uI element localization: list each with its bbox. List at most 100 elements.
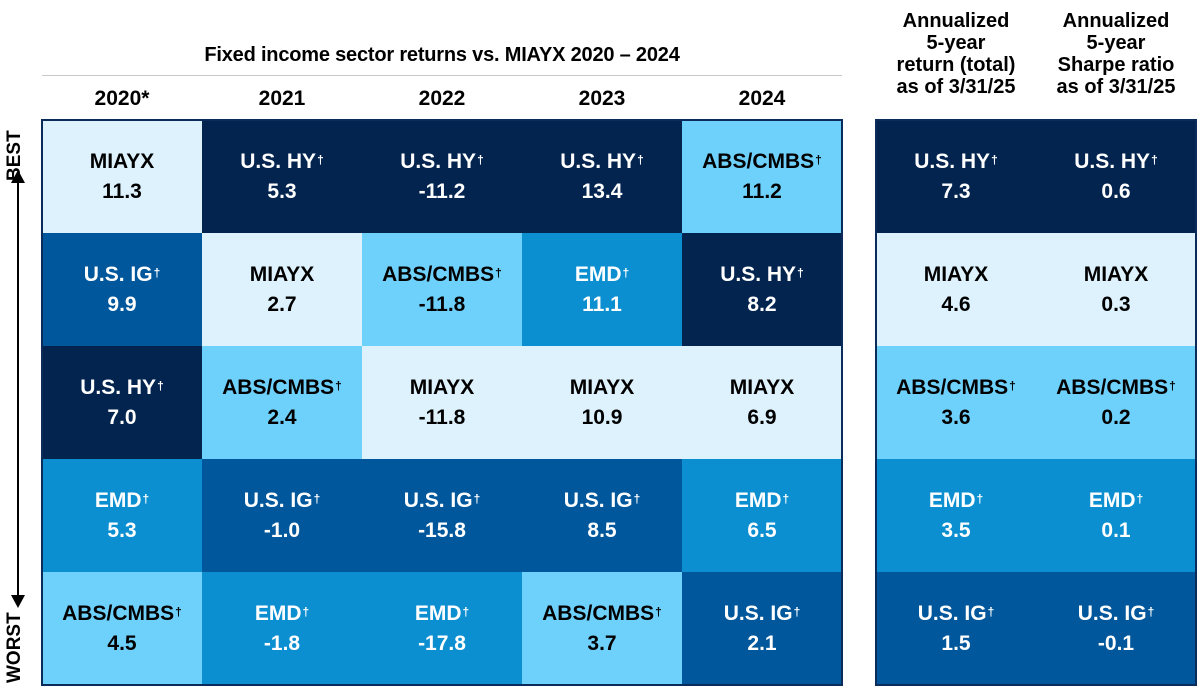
sector-name: EMD [94,488,142,512]
cell-value: 8.2 [747,292,777,316]
year-header: 2020* [94,87,150,110]
year-header: 2021 [258,87,306,110]
dagger-mark: † [302,604,310,619]
dagger-mark: † [477,152,484,167]
cell-value: 7.3 [941,179,971,203]
cell-value: -11.8 [418,405,466,429]
sector-name: U.S. IG [243,488,313,512]
sector-label: EMD† [255,599,309,629]
cell-value: 11.3 [102,179,142,203]
dagger-mark: † [976,491,984,506]
sector-label: MIAYX [90,147,155,177]
summary-cell: EMD† 0.1 [1036,459,1196,572]
arrow-down-head [11,595,25,608]
cell-value: 4.5 [107,631,137,655]
cell-value: 3.5 [941,518,971,542]
summary-cell: ABS/CMBS† 0.2 [1036,346,1196,459]
dagger-mark: † [157,378,164,393]
sector-name: EMD [928,488,976,512]
dagger-mark: † [655,604,662,619]
sector-name: U.S. HY [240,149,317,173]
dagger-mark: † [1151,152,1158,167]
sector-label: EMD† [415,599,469,629]
year-header: 2024 [738,87,786,110]
sector-label: ABS/CMBS† [542,599,662,629]
sector-label: U.S. IG† [724,599,801,629]
sector-name: EMD [254,601,302,625]
sector-name: U.S. IG [83,262,153,286]
cell-value: 3.6 [941,405,971,429]
sector-name: ABS/CMBS [702,149,815,173]
summary-cell: U.S. HY† 7.3 [876,120,1036,233]
sector-name: U.S. IG [917,601,987,625]
header-line: return (total) [896,54,1016,76]
sector-label: U.S. HY† [560,147,644,177]
dagger-mark: † [637,152,644,167]
dagger-mark: † [335,378,342,393]
cell-value: 2.7 [267,292,297,316]
year-cell: U.S. IG† -1.0 [202,459,362,572]
sector-name: U.S. HY [1074,149,1151,173]
sector-label: U.S. HY† [80,373,164,403]
cell-value: 11.1 [582,292,622,316]
year-header: 2022 [418,87,466,110]
sector-label: U.S. IG† [1078,599,1155,629]
dagger-mark: † [317,152,324,167]
sector-label: MIAYX [250,260,315,290]
cell-value: 13.4 [581,179,623,203]
cell-value: 0.6 [1101,179,1131,203]
arrow-up-head [11,170,25,183]
year-cell: U.S. HY† 13.4 [522,120,682,233]
sector-name: U.S. HY [914,149,991,173]
year-cell: U.S. HY† -11.2 [362,120,522,233]
cell-value: 11.2 [742,179,782,203]
dagger-mark: † [987,604,995,619]
sector-name: ABS/CMBS [382,262,495,286]
cell-value: 6.9 [747,405,777,429]
sector-name: EMD [574,262,622,286]
sector-label: EMD† [575,260,629,290]
sector-name: ABS/CMBS [62,601,175,625]
cell-value: -17.8 [418,631,466,655]
cell-value: 2.4 [267,405,297,429]
dagger-mark: † [782,491,790,506]
year-grid-frame [41,119,843,686]
sector-name: MIAYX [923,262,989,286]
dagger-mark: † [142,491,150,506]
header-line: 5-year [1086,32,1146,54]
year-cell: EMD† -17.8 [362,572,522,685]
cell-value: 9.9 [107,292,137,316]
sector-name: U.S. HY [560,149,637,173]
sector-name: ABS/CMBS [542,601,655,625]
year-cell: U.S. HY† 8.2 [682,233,842,346]
sector-name: ABS/CMBS [1056,375,1169,399]
chart-title: Fixed income sector returns vs. MIAYX 20… [204,44,680,66]
sector-name: ABS/CMBS [896,375,1009,399]
dagger-mark: † [1009,378,1016,393]
sector-label: MIAYX [410,373,475,403]
year-cell: ABS/CMBS† -11.8 [362,233,522,346]
cell-value: 5.3 [107,518,137,542]
cell-value: -11.8 [418,292,466,316]
return-column-header: Annualized 5-year return (total) as of 3/31… [876,10,1036,98]
cell-value: 1.5 [941,631,971,655]
sector-label: EMD† [1089,486,1143,516]
sector-label: U.S. HY† [914,147,998,177]
year-cell: EMD† 6.5 [682,459,842,572]
sector-label: ABS/CMBS† [702,147,822,177]
year-cell: EMD† -1.8 [202,572,362,685]
sector-name: U.S. IG [563,488,633,512]
sector-label: U.S. IG† [404,486,481,516]
header-line: Sharpe ratio [1057,54,1175,76]
sector-label: ABS/CMBS† [62,599,182,629]
year-cell: U.S. IG† 2.1 [682,572,842,685]
year-cell: MIAYX 11.3 [42,120,202,233]
sector-label: ABS/CMBS† [222,373,342,403]
year-cell: U.S. HY† 7.0 [42,346,202,459]
year-header: 2023 [578,87,626,110]
axis-worst: WORST [4,610,30,686]
year-cell: MIAYX 10.9 [522,346,682,459]
sector-name: EMD [1088,488,1136,512]
sector-name: MIAYX [249,262,315,286]
summary-cell: MIAYX 4.6 [876,233,1036,346]
